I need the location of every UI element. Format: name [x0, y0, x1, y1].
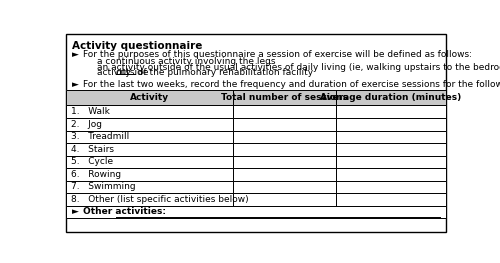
Bar	[336, 130, 446, 143]
Text: ►: ►	[72, 80, 79, 89]
Bar	[66, 181, 234, 193]
Text: a continuous activity involving the legs: a continuous activity involving the legs	[98, 57, 276, 66]
Bar	[234, 181, 336, 193]
Bar	[66, 105, 234, 118]
Text: of the pulmonary rehabilitation facility: of the pulmonary rehabilitation facility	[134, 68, 312, 77]
Bar	[66, 193, 234, 206]
Bar	[234, 168, 336, 181]
Bar	[234, 105, 336, 118]
Text: Total number of sessions: Total number of sessions	[221, 93, 348, 102]
Text: 7.   Swimming: 7. Swimming	[71, 183, 136, 191]
Bar	[336, 118, 446, 130]
Text: 4.   Stairs: 4. Stairs	[71, 145, 114, 154]
Bar	[66, 118, 234, 130]
Text: 3.   Treadmill: 3. Treadmill	[71, 132, 130, 141]
Bar	[234, 90, 336, 105]
Text: Average duration (minutes): Average duration (minutes)	[320, 93, 462, 102]
Bar	[234, 193, 336, 206]
Bar	[66, 168, 234, 181]
Bar	[234, 130, 336, 143]
Text: ►: ►	[72, 50, 79, 59]
Bar	[66, 90, 234, 105]
Text: 1.   Walk: 1. Walk	[71, 107, 110, 116]
Text: Activity questionnaire: Activity questionnaire	[72, 41, 202, 51]
Bar	[66, 90, 446, 105]
Bar	[336, 168, 446, 181]
Text: outside: outside	[116, 68, 150, 77]
Text: an activity outside of the usual activities of daily living (ie, walking upstair: an activity outside of the usual activit…	[98, 63, 500, 72]
Bar	[336, 90, 446, 105]
Bar	[66, 130, 234, 143]
Bar	[66, 143, 234, 156]
Bar	[336, 156, 446, 168]
Bar	[66, 206, 446, 218]
Bar	[336, 193, 446, 206]
Text: Activity: Activity	[130, 93, 170, 102]
Text: 8.   Other (list specific activities below): 8. Other (list specific activities below…	[71, 195, 248, 204]
Bar	[66, 156, 234, 168]
Text: 5.   Cycle: 5. Cycle	[71, 157, 113, 166]
Text: activity: activity	[98, 68, 134, 77]
Bar	[234, 156, 336, 168]
Text: Other activities:: Other activities:	[83, 207, 172, 216]
Bar	[336, 181, 446, 193]
Bar	[234, 143, 336, 156]
Text: 6.   Rowing: 6. Rowing	[71, 170, 121, 179]
Bar	[336, 105, 446, 118]
Text: For the purposes of this questionnaire a session of exercise will be defined as : For the purposes of this questionnaire a…	[83, 50, 472, 59]
Bar	[336, 143, 446, 156]
Bar	[234, 118, 336, 130]
Text: ►: ►	[72, 207, 79, 216]
Text: For the last two weeks, record the frequency and duration of exercise sessions f: For the last two weeks, record the frequ…	[83, 80, 500, 89]
Text: 2.   Jog: 2. Jog	[71, 120, 102, 129]
